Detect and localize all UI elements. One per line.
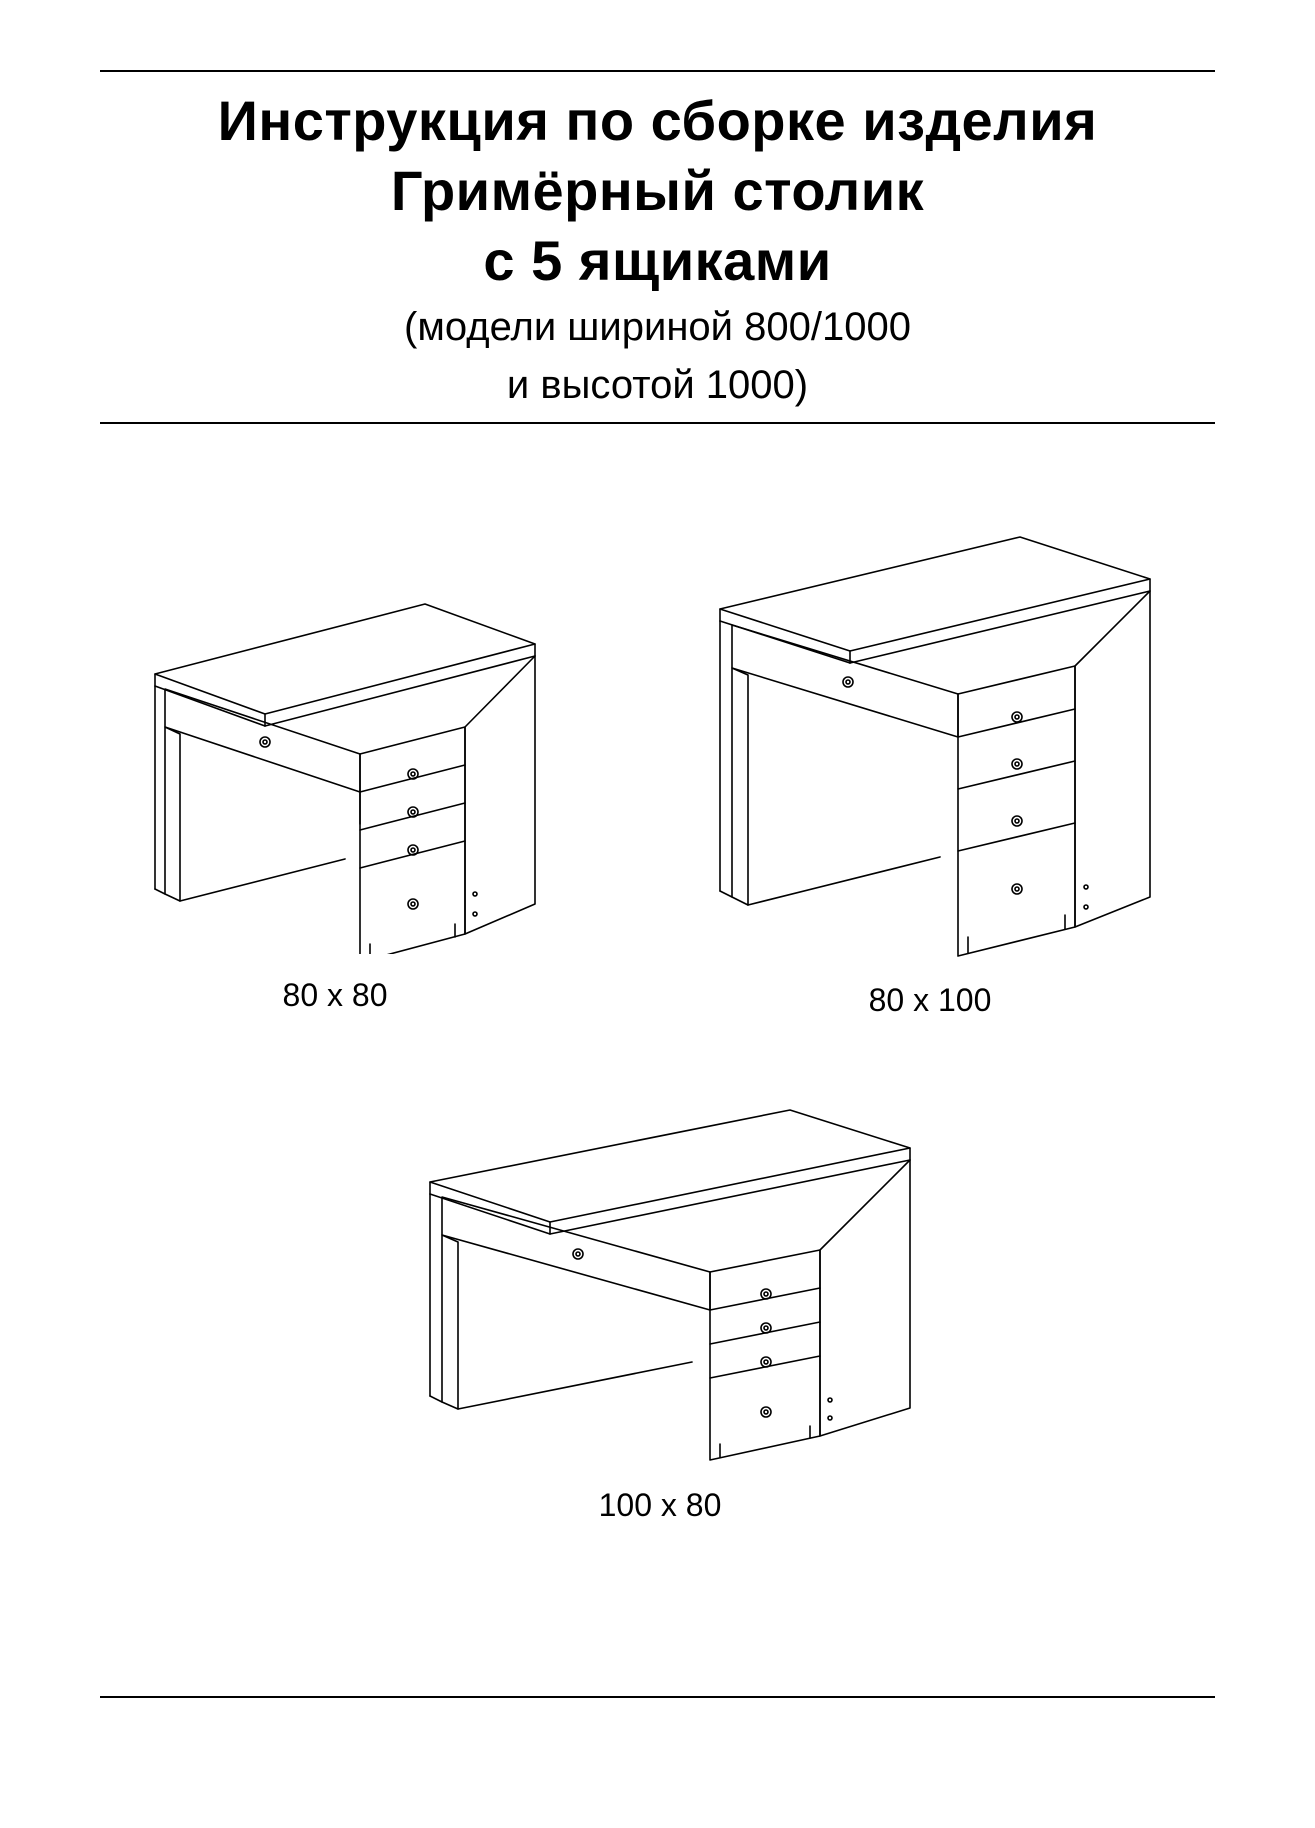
- page: Инструкция по сборке изделия Гримёрный с…: [0, 0, 1315, 1828]
- label-100x80: 100 х 80: [390, 1487, 930, 1524]
- diagrams-area: 80 х 80: [100, 424, 1215, 1674]
- desk-80x100-svg: [680, 529, 1180, 959]
- subtitle-line-1: (модели шириной 800/1000: [100, 300, 1215, 354]
- label-80x100: 80 х 100: [680, 982, 1180, 1019]
- label-80x80: 80 х 80: [115, 977, 555, 1014]
- diagram-80x100: 80 х 100: [680, 529, 1180, 1019]
- diagram-80x80: 80 х 80: [115, 594, 555, 1014]
- desk-80x80-svg: [115, 594, 555, 954]
- bottom-rule: [100, 1696, 1215, 1698]
- title-line-1: Инструкция по сборке изделия: [100, 86, 1215, 156]
- title-line-2: Гримёрный столик: [100, 156, 1215, 226]
- title-block: Инструкция по сборке изделия Гримёрный с…: [100, 72, 1215, 422]
- diagram-100x80: 100 х 80: [390, 1104, 930, 1524]
- subtitle-line-2: и высотой 1000): [100, 358, 1215, 412]
- title-line-3: с 5 ящиками: [100, 226, 1215, 296]
- desk-100x80-svg: [390, 1104, 930, 1464]
